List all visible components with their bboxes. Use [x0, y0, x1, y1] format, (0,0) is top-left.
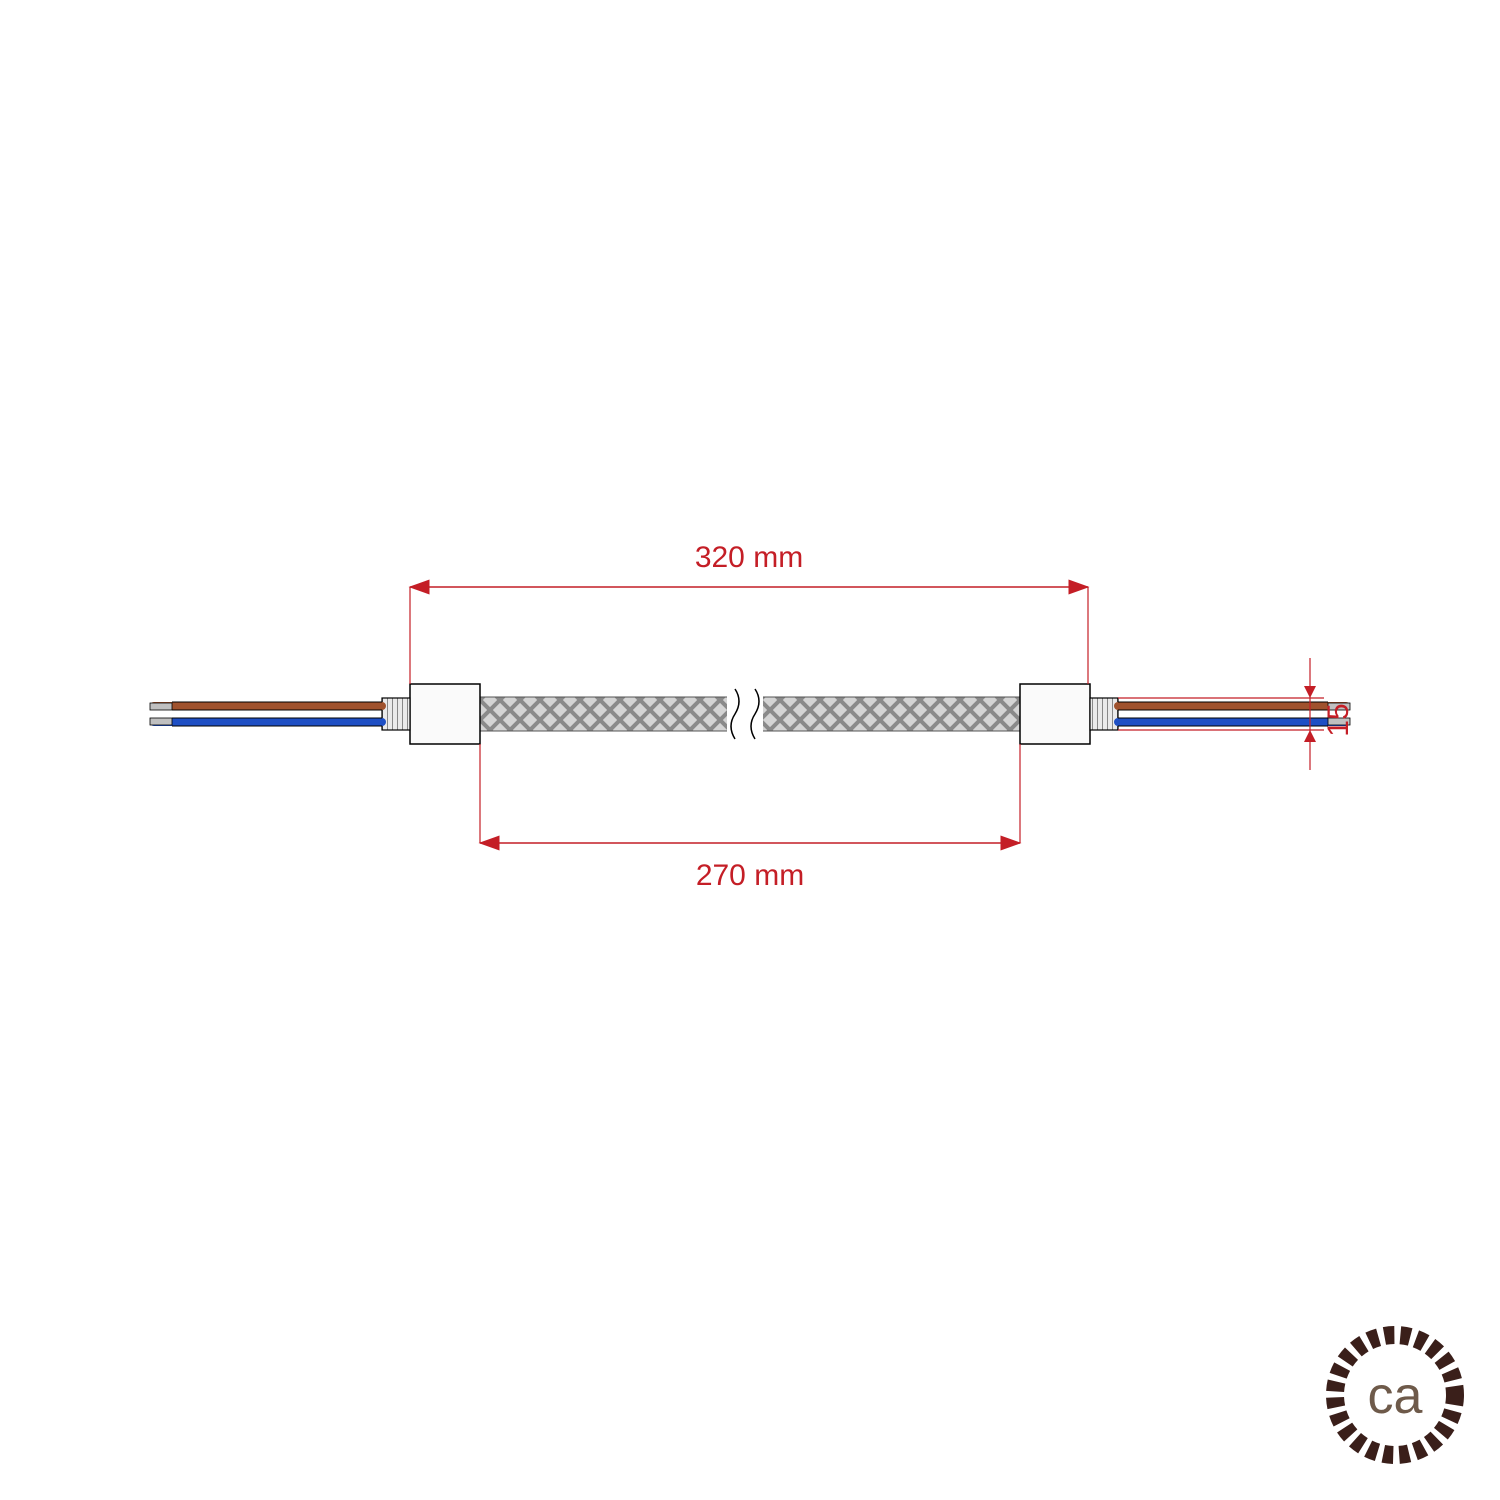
brand-logo: ca — [1335, 1335, 1455, 1455]
wire-pair-left — [150, 702, 382, 726]
thread — [1090, 698, 1118, 730]
dimension-label: 15 — [1322, 703, 1355, 736]
dimension-height: 15 — [1118, 658, 1355, 770]
dimension: 270 mm — [480, 744, 1020, 892]
fitting-right — [1020, 684, 1118, 744]
logo-text: ca — [1368, 1367, 1423, 1425]
dimension-label: 270 mm — [696, 859, 804, 892]
dimension-label: 320 mm — [695, 541, 803, 574]
dimension: 320 mm — [410, 541, 1088, 684]
fitting-left — [382, 684, 480, 744]
wire-pair-right — [1118, 702, 1350, 726]
thread — [382, 698, 410, 730]
